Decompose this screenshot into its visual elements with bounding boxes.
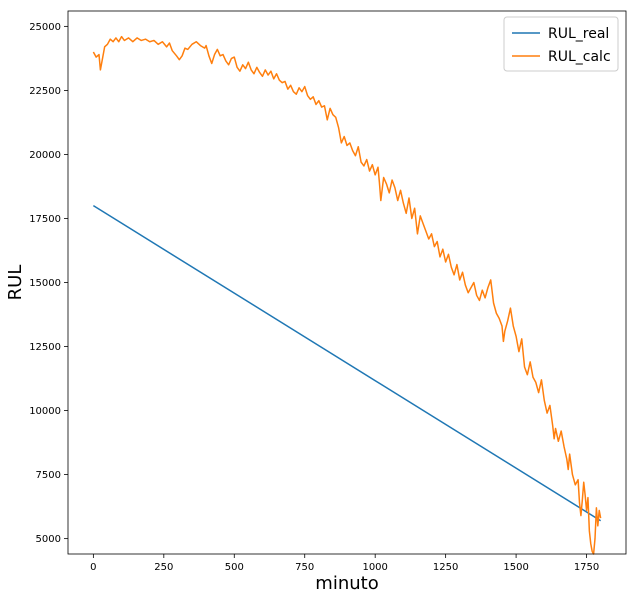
y-tick-label: 7500 xyxy=(36,470,61,481)
y-tick-label: 22500 xyxy=(29,86,61,97)
x-tick-label: 1250 xyxy=(433,562,458,573)
y-tick-label: 17500 xyxy=(29,214,61,225)
y-tick-label: 15000 xyxy=(29,278,61,289)
x-axis-label: minuto xyxy=(315,573,378,594)
x-tick-label: 1000 xyxy=(362,562,387,573)
legend-label-rul-calc: RUL_calc xyxy=(548,49,611,65)
series-line-rul-calc xyxy=(92,35,602,555)
plot-frame xyxy=(67,10,627,555)
x-tick-label: 1500 xyxy=(503,562,528,573)
series-line-rul-real xyxy=(92,205,602,522)
x-tick-label: 0 xyxy=(90,562,96,573)
y-tick-label: 25000 xyxy=(29,22,61,33)
x-tick-label: 1750 xyxy=(574,562,599,573)
x-tick-label: 250 xyxy=(154,562,173,573)
y-tick-label: 20000 xyxy=(29,150,61,161)
y-tick-label: 10000 xyxy=(29,406,61,417)
legend-box xyxy=(503,16,619,72)
x-tick-label: 750 xyxy=(295,562,314,573)
legend-label-rul-real: RUL_real xyxy=(548,26,609,42)
y-tick-label: 12500 xyxy=(29,342,61,353)
y-axis-label: RUL xyxy=(5,265,26,301)
y-tick-label: 5000 xyxy=(36,534,61,545)
x-tick-label: 500 xyxy=(225,562,244,573)
